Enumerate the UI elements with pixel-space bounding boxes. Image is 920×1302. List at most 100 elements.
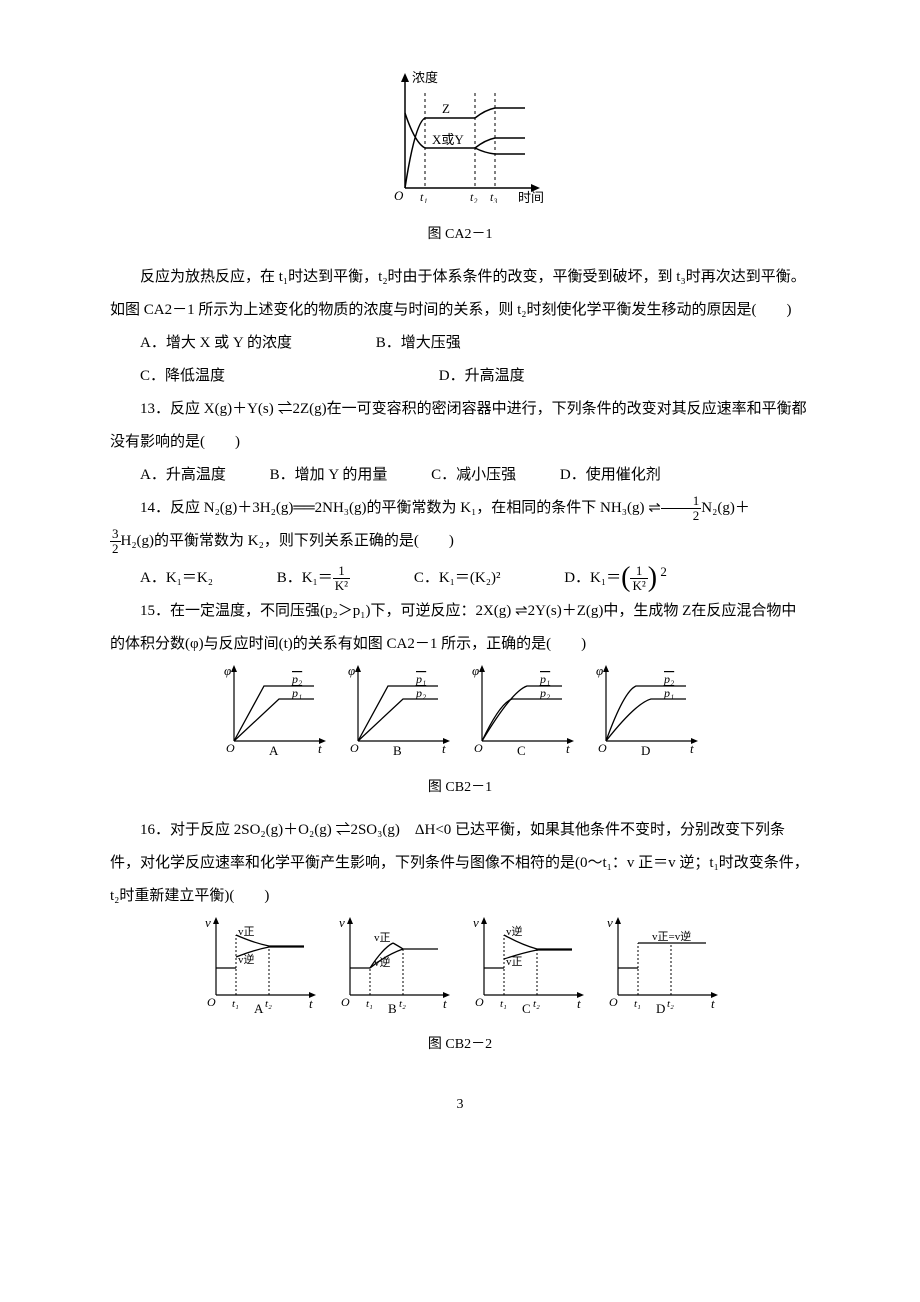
figure-ca2-1: 浓度 时间 O t₁ t₂ t₃ Z X或Y (110, 68, 810, 216)
svg-text:C: C (522, 1001, 531, 1013)
svg-text:t: t (318, 741, 322, 756)
cb2-1-chart-a: φ t O p₂ p₁ A (214, 661, 334, 769)
svg-text:t₂: t₂ (265, 998, 272, 1010)
svg-text:v: v (339, 915, 345, 930)
cb2-2-chart-d: v t O v正=v逆 t₁ t₂ D (596, 913, 726, 1026)
q14-opt-a: A．K₁＝K₂ (140, 562, 213, 595)
svg-text:φ: φ (596, 663, 603, 678)
svg-text:t₃: t₃ (490, 190, 498, 203)
q13-opt-d: D．使用催化剂 (560, 467, 661, 483)
svg-text:t₁: t₁ (366, 998, 373, 1010)
frac-d: 1K² (630, 564, 647, 592)
curve-xy-label: X或Y (432, 132, 464, 147)
q14-stem-line2: 32H₂(g)的平衡常数为 K₂，则下列关系正确的是( ) (110, 525, 810, 558)
svg-text:v逆: v逆 (374, 955, 391, 969)
frac-b: 1K² (333, 564, 350, 592)
svg-text:A: A (254, 1001, 264, 1013)
cb2-1-chart-b: φ t O p₁ p₂ B (338, 661, 458, 769)
q15-stem: 15．在一定温度，不同压强(p₂＞p₁)下，可逆反应：2X(g) ⇌2Y(s)＋… (110, 595, 810, 661)
svg-text:B: B (393, 743, 402, 756)
q13-opt-a: A．升高温度 (140, 459, 226, 492)
svg-text:D: D (656, 1001, 665, 1013)
q16-stem: 16．对于反应 2SO₂(g)＋O₂(g) ⇌2SO₃(g) ΔH<0 已达平衡… (110, 814, 810, 913)
figure-cb2-2-caption: 图 CB2－2 (110, 1030, 810, 1061)
svg-text:O: O (475, 995, 484, 1009)
q12-opt-c: C．降低温度 (140, 360, 355, 393)
q13-options: A．升高温度 B．增加 Y 的用量 C．减小压强 D．使用催化剂 (140, 459, 810, 492)
svg-text:O: O (350, 741, 359, 755)
svg-text:C: C (517, 743, 526, 756)
svg-text:O: O (598, 741, 607, 755)
q14-stem: 14．反应 N₂(g)＋3H₂(g)══2NH₃(g)的平衡常数为 K₁，在相同… (110, 492, 810, 525)
q13-opt-c: C．减小压强 (431, 459, 516, 492)
figure-cb2-1: φ t O p₂ p₁ A φ t O p₁ p₂ B (110, 661, 810, 769)
svg-text:t: t (690, 741, 694, 756)
q13-opt-b: B．增加 Y 的用量 (270, 459, 388, 492)
svg-text:p₁: p₁ (291, 686, 302, 700)
svg-text:t₁: t₁ (420, 190, 428, 203)
svg-text:v正=v逆: v正=v逆 (652, 929, 691, 943)
svg-text:O: O (341, 995, 350, 1009)
svg-text:t₁: t₁ (500, 998, 507, 1010)
q12-opt-b: B．增大压强 (376, 335, 461, 351)
svg-text:v逆: v逆 (506, 924, 523, 938)
svg-text:v: v (607, 915, 613, 930)
svg-text:t₂: t₂ (667, 998, 674, 1010)
svg-text:v正: v正 (238, 926, 255, 938)
svg-text:O: O (474, 741, 483, 755)
svg-text:φ: φ (224, 663, 231, 678)
q14-opt-d-pre: D．K₁＝ (564, 570, 621, 586)
q14-opt-b-pre: B．K₁＝ (277, 570, 333, 586)
q12-options-row2: C．降低温度 D．升高温度 (140, 360, 810, 393)
curve-z-label: Z (442, 101, 450, 116)
q12-opt-a: A．增大 X 或 Y 的浓度 (140, 327, 292, 360)
y-axis-label: 浓度 (412, 70, 438, 85)
figure-cb2-1-caption: 图 CB2－1 (110, 773, 810, 804)
svg-text:p₁: p₁ (539, 672, 550, 686)
svg-text:D: D (641, 743, 650, 756)
svg-text:t: t (442, 741, 446, 756)
svg-text:O: O (394, 188, 404, 203)
cb2-2-chart-a: v t O v正 v逆 t₁ t₂ A (194, 913, 324, 1026)
q12-opt-d: D．升高温度 (439, 368, 525, 384)
figure-ca2-1-caption: 图 CA2－1 (110, 220, 810, 251)
svg-text:A: A (269, 743, 279, 756)
svg-text:t₁: t₁ (634, 998, 641, 1010)
q12-options-row1: A．增大 X 或 Y 的浓度 B．增大压强 (140, 327, 810, 360)
q14-opt-b: B．K₁＝1K² (277, 562, 350, 595)
svg-text:t: t (566, 741, 570, 756)
q14-stem-part1: 14．反应 N₂(g)＋3H₂(g)══2NH₃(g)的平衡常数为 K₁，在相同… (140, 500, 661, 516)
svg-text:t: t (577, 996, 581, 1011)
svg-text:t: t (309, 996, 313, 1011)
svg-text:p₂: p₂ (415, 686, 426, 700)
svg-text:t: t (443, 996, 447, 1011)
svg-text:O: O (226, 741, 235, 755)
cb2-2-chart-c: v t O v逆 v正 t₁ t₂ C (462, 913, 592, 1026)
svg-text:t₂: t₂ (399, 998, 406, 1010)
svg-text:φ: φ (472, 663, 479, 678)
svg-text:v逆: v逆 (238, 952, 255, 966)
svg-text:p₂: p₂ (663, 672, 674, 686)
frac-1-2: 12 (661, 494, 702, 522)
svg-text:B: B (388, 1001, 397, 1013)
x-axis-label: 时间 (518, 190, 544, 203)
svg-text:v: v (473, 915, 479, 930)
cb2-2-chart-b: v t O v正 v逆 t₁ t₂ B (328, 913, 458, 1026)
q14-opt-c: C．K₁＝(K₂)² (414, 562, 501, 595)
svg-text:v正: v正 (506, 956, 523, 968)
chart-ca2-1-svg: 浓度 时间 O t₁ t₂ t₃ Z X或Y (370, 68, 550, 203)
svg-text:p₁: p₁ (663, 686, 674, 700)
cb2-1-chart-d: φ t O p₂ p₁ D (586, 661, 706, 769)
frac-3-2: 32 (110, 527, 121, 555)
q14-half-n2: N₂(g)＋ (701, 500, 750, 516)
q12-stem: 反应为放热反应，在 t₁时达到平衡，t₂时由于体系条件的改变，平衡受到破坏，到 … (110, 261, 810, 327)
svg-text:φ: φ (348, 663, 355, 678)
svg-text:t₂: t₂ (533, 998, 540, 1010)
svg-text:O: O (609, 995, 618, 1009)
cb2-1-chart-c: φ t O p₁ p₂ C (462, 661, 582, 769)
page-number: 3 (110, 1090, 810, 1121)
svg-text:p₁: p₁ (415, 672, 426, 686)
q13-stem: 13．反应 X(g)＋Y(s) ⇌2Z(g)在一可变容积的密闭容器中进行，下列条… (110, 393, 810, 459)
q14-stem-part2: H₂(g)的平衡常数为 K₂，则下列关系正确的是( ) (121, 533, 454, 549)
q14-opt-d: D．K₁＝(1K²) 2 (564, 570, 667, 586)
